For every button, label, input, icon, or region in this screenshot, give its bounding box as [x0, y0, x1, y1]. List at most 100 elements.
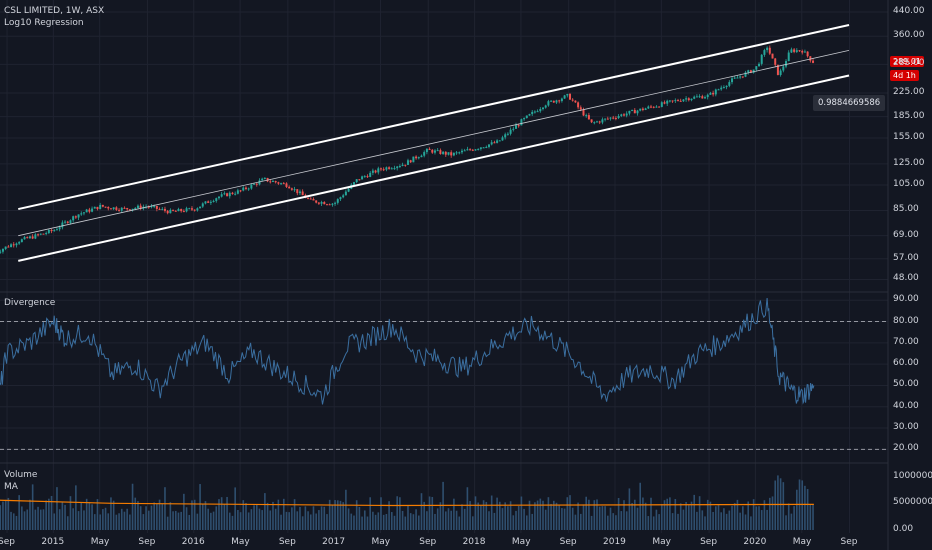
candle-down	[598, 121, 601, 123]
candle-up	[120, 207, 123, 211]
volume-bar	[661, 503, 663, 530]
volume-bar	[172, 511, 174, 530]
volume-bar	[615, 515, 617, 530]
candle-up	[250, 184, 253, 189]
candle-up	[528, 114, 531, 116]
volume-bar	[480, 505, 482, 530]
price-pane[interactable]	[0, 45, 815, 254]
candle-up	[436, 150, 439, 152]
volume-bar	[66, 516, 69, 530]
candle-up	[523, 118, 526, 120]
volume-bar	[766, 509, 768, 530]
r-squared-label: 0.9884669586	[813, 95, 886, 111]
volume-bar	[366, 516, 369, 530]
volume-bar	[255, 504, 258, 530]
volume-bar	[555, 502, 558, 530]
volume-bar	[671, 513, 674, 530]
volume-bar	[493, 512, 496, 530]
candle-down	[579, 107, 582, 110]
volume-bar	[566, 497, 569, 530]
candle-down	[296, 189, 299, 194]
candle-up	[698, 96, 701, 98]
candle-up	[347, 188, 350, 192]
candle-down	[558, 100, 561, 102]
candle-up	[212, 200, 215, 202]
volume-bar	[372, 511, 374, 530]
volume-bar	[85, 498, 88, 530]
candle-up	[482, 147, 485, 149]
volume-bar	[361, 516, 363, 530]
candle-up	[398, 165, 401, 167]
volume-bar	[528, 500, 531, 530]
candle-down	[623, 114, 626, 116]
volume-axis-label: 5000000.00	[893, 497, 932, 508]
volume-bar	[137, 501, 139, 530]
volume-bar	[785, 515, 787, 530]
volume-bar	[388, 501, 390, 530]
time-axis-label: May	[371, 537, 391, 547]
time-axis-label: Sep	[700, 537, 718, 547]
volume-bar	[164, 487, 166, 530]
divergence-pane[interactable]	[0, 298, 888, 450]
volume-bar	[277, 499, 280, 530]
candle-up	[406, 160, 409, 165]
candle-up	[555, 100, 558, 103]
volume-bar	[634, 499, 636, 530]
candle-down	[450, 152, 453, 156]
candle-down	[809, 56, 812, 61]
candle-up	[393, 168, 396, 170]
candle-up	[344, 191, 347, 196]
volume-bar	[169, 502, 172, 530]
candle-up	[560, 98, 563, 102]
candle-down	[658, 106, 661, 108]
candle-up	[99, 204, 102, 210]
candle-up	[412, 156, 415, 163]
volume-bar	[417, 515, 420, 530]
volume-bar	[309, 514, 312, 530]
volume-bar	[750, 516, 752, 530]
time-axis-label: May	[90, 537, 110, 547]
volume-pane[interactable]	[0, 475, 814, 530]
volume-bar	[747, 501, 750, 530]
candle-up	[720, 87, 723, 90]
volume-bar	[620, 511, 623, 530]
candle-up	[504, 134, 507, 138]
candle-up	[501, 137, 504, 141]
candle-up	[169, 209, 172, 214]
volume-bar	[399, 497, 401, 530]
volume-bar	[758, 506, 760, 530]
candle-up	[747, 70, 750, 73]
candle-up	[134, 207, 137, 209]
volume-bar	[698, 496, 701, 530]
candle-down	[517, 125, 520, 127]
divergence-title: Divergence	[4, 298, 56, 308]
candle-up	[458, 152, 461, 154]
volume-bar	[685, 501, 687, 530]
candle-up	[161, 208, 164, 210]
candle-down	[190, 208, 193, 210]
candle-up	[541, 107, 544, 110]
volume-bar	[2, 501, 4, 530]
candle-up	[20, 239, 23, 243]
volume-bar	[498, 501, 501, 530]
candle-up	[385, 167, 388, 170]
volume-bar	[787, 503, 790, 530]
candle-up	[490, 142, 493, 145]
candle-up	[620, 114, 623, 117]
candle-down	[109, 208, 112, 210]
candle-up	[498, 140, 501, 142]
volume-bar	[75, 485, 77, 530]
volume-bar	[739, 512, 741, 530]
candle-up	[82, 212, 85, 214]
volume-bar	[331, 504, 334, 530]
volume-bar	[218, 499, 220, 530]
candle-up	[731, 78, 734, 83]
candle-down	[155, 205, 158, 209]
volume-bar	[420, 493, 423, 530]
volume-bar	[644, 502, 647, 530]
candle-up	[728, 82, 731, 86]
price-axis-label: 285.00	[893, 58, 925, 69]
candle-down	[650, 106, 653, 108]
candle-up	[544, 105, 547, 108]
symbol-title: CSL LIMITED, 1W, ASX	[4, 6, 105, 16]
